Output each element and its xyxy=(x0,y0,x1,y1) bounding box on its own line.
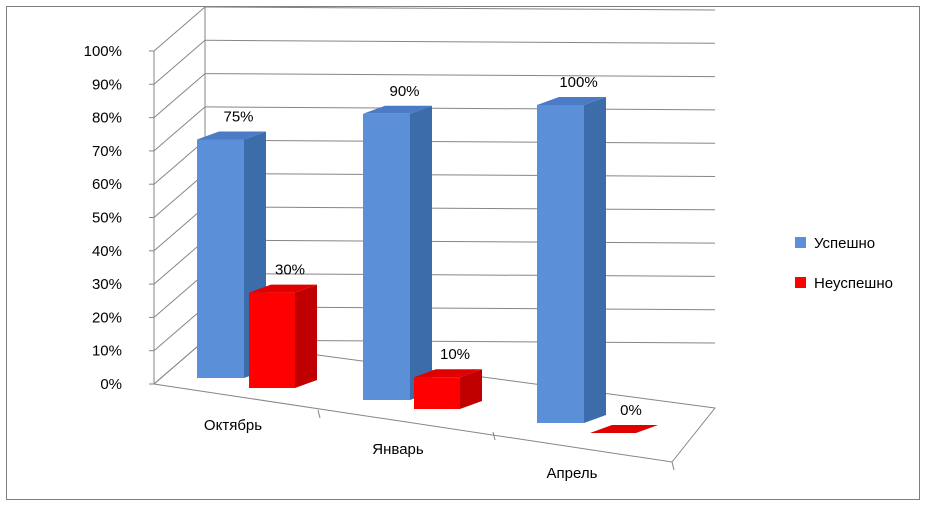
category-label: Октябрь xyxy=(204,417,262,434)
y-tick-label: 0% xyxy=(100,376,122,393)
y-tick-label: 40% xyxy=(92,243,122,260)
plot-area: 0% 10% 20% 30% 40% 50% 60% 70% 80% 90% 100% 75% 90% 1… xyxy=(84,6,716,482)
side-gridline xyxy=(153,306,206,352)
bar xyxy=(537,97,606,423)
bar-front xyxy=(197,139,244,378)
gridline xyxy=(204,206,716,211)
bar-top xyxy=(537,97,606,105)
bar-front xyxy=(363,113,410,401)
data-label: 0% xyxy=(620,402,642,419)
side-gridline xyxy=(153,173,206,218)
x-tick-mark xyxy=(492,431,496,441)
bar-top xyxy=(197,131,266,140)
y-tick-label: 50% xyxy=(92,210,122,227)
side-gridline xyxy=(153,273,206,318)
y-tick-label: 70% xyxy=(92,143,122,160)
y-tick-label: 80% xyxy=(92,110,122,127)
legend-label: Неуспешно xyxy=(814,275,893,292)
bar-top xyxy=(414,369,482,378)
data-label: 75% xyxy=(223,109,253,126)
data-label: 100% xyxy=(559,74,597,91)
side-gridline xyxy=(153,106,206,152)
bar xyxy=(363,105,432,401)
side-gridline xyxy=(153,6,206,52)
legend-swatch xyxy=(795,237,806,248)
legend-label: Успешно xyxy=(814,235,875,252)
bar xyxy=(414,369,482,409)
x-tick-mark xyxy=(317,409,321,419)
data-label: 30% xyxy=(275,262,305,279)
bar-front xyxy=(537,105,584,423)
gridline xyxy=(204,73,716,78)
legend: Успешно Неуспешно xyxy=(795,235,893,292)
bar xyxy=(590,425,658,433)
category-label: Январь xyxy=(372,441,424,458)
bar-top xyxy=(249,284,317,293)
y-tick-label: 90% xyxy=(92,76,122,93)
gridline xyxy=(204,6,716,11)
side-gridline xyxy=(153,73,206,118)
bar-side xyxy=(295,284,317,388)
bar-side xyxy=(460,369,482,409)
category-label: Апрель xyxy=(547,465,598,482)
y-tick-label: 60% xyxy=(92,176,122,193)
legend-swatch xyxy=(795,277,806,288)
side-gridline xyxy=(153,239,206,285)
bar-front xyxy=(414,377,460,409)
bar-front xyxy=(249,292,295,388)
gridline xyxy=(204,106,716,111)
bar-side xyxy=(584,97,606,423)
bar xyxy=(249,284,317,388)
floor xyxy=(152,339,716,463)
side-gridline xyxy=(153,206,206,252)
side-gridline xyxy=(153,39,206,85)
data-label: 90% xyxy=(389,83,419,100)
y-tick-label: 10% xyxy=(92,343,122,360)
chart-frame xyxy=(6,6,920,500)
data-label: 10% xyxy=(440,346,470,363)
y-tick-label: 100% xyxy=(84,43,122,60)
gridline xyxy=(204,173,716,177)
y-tick-label: 20% xyxy=(92,309,122,326)
bar-side xyxy=(410,105,432,401)
gridline xyxy=(204,139,716,144)
gridline xyxy=(204,39,716,44)
bar-top xyxy=(363,105,432,114)
y-tick-label: 30% xyxy=(92,276,122,293)
x-tick-mark xyxy=(671,461,675,471)
gridline xyxy=(204,272,716,277)
bar-top xyxy=(590,425,658,433)
side-gridline xyxy=(153,139,206,185)
gridline xyxy=(204,239,716,244)
